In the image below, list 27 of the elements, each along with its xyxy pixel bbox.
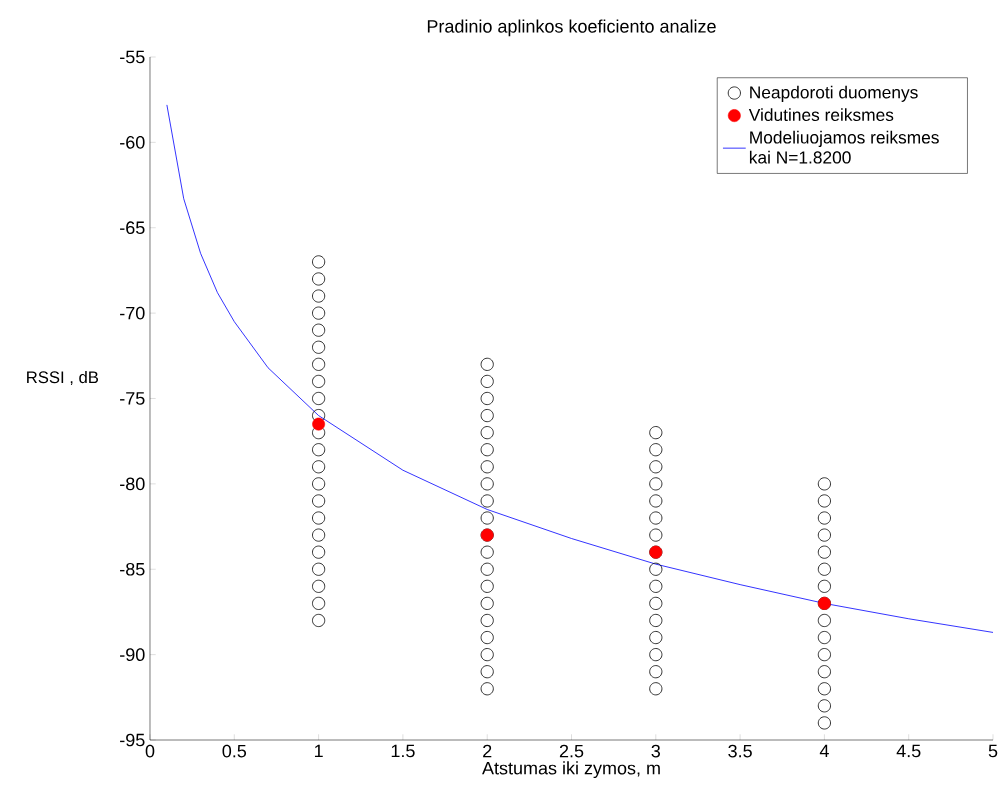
chart-title: Pradinio aplinkos koeficiento analize [427,19,716,37]
x-tick-label: 1 [314,744,323,758]
x-tick-label: 2.5 [559,744,584,758]
x-axis-title: Atstumas iki zymos, m [482,761,660,779]
y-tick-label: -65 [120,221,145,235]
x-tick-label: 5 [988,744,998,758]
y-tick-label: -70 [120,306,145,320]
y-tick-label: -95 [120,733,145,747]
y-tick-label: -85 [120,562,145,576]
y-tick-label: -75 [120,392,145,405]
legend-label: Modeliuojamos reiksmes kai N=1.8200 [749,130,939,164]
y-tick-label: -80 [120,477,145,491]
x-tick-label: 0.5 [222,744,247,758]
line-series [166,104,994,633]
y-tick-label: -55 [120,50,145,64]
x-tick-label: 4 [819,744,829,758]
legend-label: Vidutines reiksmes [748,108,894,122]
legend-label: Neapdoroti duomenys [750,85,918,102]
x-tick-label: 3.5 [728,744,752,758]
x-tick-label: 4.5 [896,744,921,758]
x-tick-label: 2 [483,744,492,758]
x-tick-label: 0 [145,744,155,758]
x-tick-label: 1.5 [391,744,415,758]
y-axis-title: RSSI , dB [27,370,99,386]
x-tick-label: 3 [651,744,661,758]
y-tick-label: -60 [120,135,145,149]
y-tick-label: -90 [120,648,145,661]
